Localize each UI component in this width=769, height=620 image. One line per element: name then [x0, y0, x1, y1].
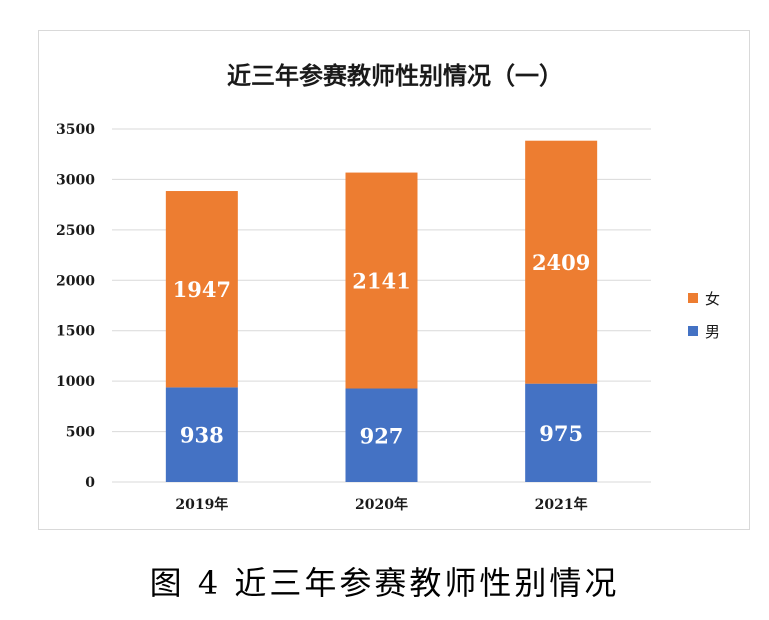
- x-tick-label: 2020年: [355, 496, 408, 513]
- data-label: 2141: [352, 269, 410, 294]
- y-tick-label: 1500: [56, 324, 95, 340]
- stacked-bar-chart: 近三年参赛教师性别情况（一） 0 500 1000 1500 2000 2500 3000 3…: [56, 61, 720, 513]
- y-tick-label: 500: [66, 425, 95, 441]
- legend-swatch: [688, 293, 698, 303]
- y-tick-label: 0: [85, 475, 95, 491]
- bars: [165, 140, 598, 482]
- data-label: 938: [180, 423, 224, 448]
- bar-segment-female: [345, 172, 418, 389]
- y-tick-label: 2000: [56, 273, 95, 289]
- bar-segment-female: [525, 140, 598, 384]
- legend: 女男: [688, 290, 720, 341]
- legend-label: 女: [705, 290, 720, 308]
- x-tick-label: 2019年: [175, 496, 228, 513]
- bar-segment-male: [165, 387, 238, 482]
- data-label: 2409: [532, 250, 590, 275]
- y-tick-label: 2500: [56, 223, 95, 239]
- y-tick-label: 3500: [56, 122, 95, 138]
- data-label: 975: [539, 421, 583, 446]
- data-label: 927: [360, 423, 404, 448]
- chart-title: 近三年参赛教师性别情况（一）: [227, 61, 563, 90]
- figure-caption: 图 4 近三年参赛教师性别情况: [149, 564, 620, 602]
- y-tick-label: 3000: [56, 172, 95, 188]
- bar-segment-female: [165, 191, 238, 388]
- legend-label: 男: [705, 323, 720, 341]
- chart-frame: 近三年参赛教师性别情况（一） 0 500 1000 1500 2000 2500 3000 3…: [38, 30, 750, 530]
- data-labels: 938 1947 927 2141 975 2409: [173, 250, 591, 448]
- bar-segment-male: [345, 388, 418, 482]
- legend-swatch: [688, 326, 698, 336]
- x-axis-ticks: 2019年 2020年 2021年: [175, 496, 587, 513]
- x-tick-label: 2021年: [535, 496, 588, 513]
- y-tick-label: 1000: [56, 374, 95, 390]
- y-axis-ticks: 0 500 1000 1500 2000 2500 3000 3500: [56, 122, 95, 491]
- bar-segment-male: [525, 383, 598, 482]
- data-label: 1947: [173, 277, 231, 302]
